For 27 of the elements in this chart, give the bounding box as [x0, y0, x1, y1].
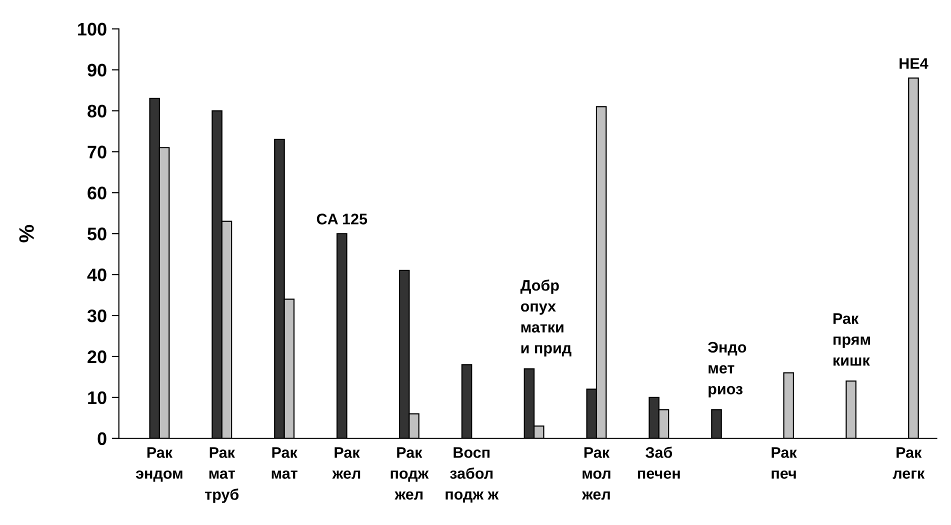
x-tick-label: Рак эндом: [136, 447, 182, 482]
x-tick-label: Рак печ: [772, 447, 797, 479]
x-tick-label: Эндо мет риоз: [708, 342, 746, 398]
x-tick-label: Рак мол жел: [582, 447, 610, 500]
series-label: CA 125: [316, 214, 368, 224]
y-tick-label: 10: [88, 391, 106, 404]
y-tick-label: 20: [88, 350, 106, 364]
y-tick-label: 40: [87, 268, 106, 282]
y-tick-label: 0: [98, 432, 106, 446]
x-tick-label: Рак прям кишк: [833, 313, 870, 366]
y-tick-label: 50: [88, 228, 106, 240]
x-tick-label: Заб печен: [638, 446, 680, 479]
y-tick-label: 80: [88, 104, 106, 118]
y-tick-label: 60: [88, 186, 106, 200]
y-tick-label: 70: [88, 146, 106, 158]
x-tick-label: Рак жел: [332, 447, 360, 479]
y-tick-label: 90: [88, 64, 106, 77]
x-tick-label: Рак легк: [892, 447, 925, 479]
x-tick-label: Рак мат: [272, 447, 298, 479]
y-tick-label: 30: [87, 309, 106, 322]
y-tick-label: 100: [78, 22, 106, 36]
x-tick-label: Добр опух матки и прид: [520, 279, 572, 356]
x-tick-label: Рак подж жел: [390, 447, 429, 500]
x-tick-label: Восп забол подж ж: [446, 447, 499, 503]
x-tick-label: Рак мат труб: [205, 447, 239, 503]
series-label: HE4: [900, 58, 928, 69]
y-axis-title: %: [19, 224, 34, 242]
